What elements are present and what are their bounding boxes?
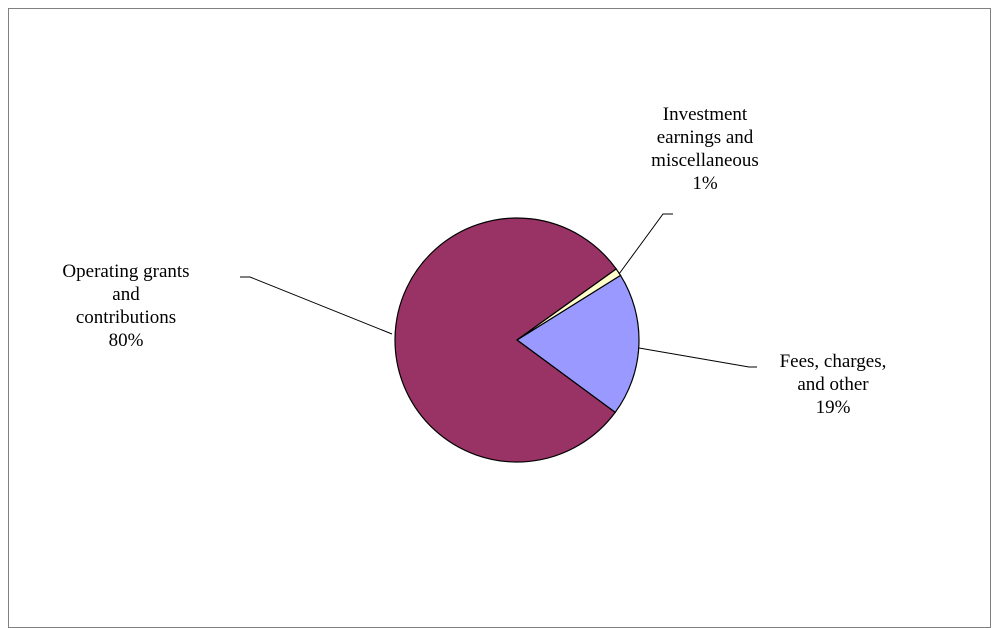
slice-label-2: Operating grants and contributions 80% — [62, 261, 189, 351]
slice-percent-label: 80% — [109, 330, 144, 351]
chart-frame: Fees, charges, and other 19% Operating gran… — [8, 8, 991, 628]
slice-percent-label: 19% — [816, 397, 851, 418]
slice-label-line: and — [112, 284, 140, 305]
pie-slice-3 — [516, 268, 622, 341]
slice-label-line: Operating grants — [62, 261, 189, 282]
leader-line-1 — [638, 347, 757, 368]
slice-label-line: Investment — [663, 104, 748, 125]
slice-label-line: and other — [797, 374, 869, 395]
pie-chart: Fees, charges, and other 19% Operating gran… — [62, 104, 886, 463]
slice-label-line: contributions — [76, 307, 176, 328]
slice-label-1: Fees, charges, and other 19% — [780, 351, 887, 418]
slice-percent-label: 1% — [692, 173, 718, 194]
slice-label-line: earnings and — [657, 127, 754, 148]
slice-label-3: Investment earnings and miscellaneous 1% — [651, 104, 759, 194]
slice-label-line: Fees, charges, — [780, 351, 887, 372]
leader-line-3 — [618, 213, 673, 275]
pie-slices — [394, 217, 640, 463]
slice-labels: Fees, charges, and other 19% Operating gran… — [62, 104, 886, 418]
leader-lines — [240, 213, 757, 368]
pie-slice-2 — [394, 217, 618, 463]
slice-label-line: miscellaneous — [651, 150, 759, 171]
pie-slice-1 — [515, 274, 640, 414]
leader-line-2 — [240, 276, 393, 335]
